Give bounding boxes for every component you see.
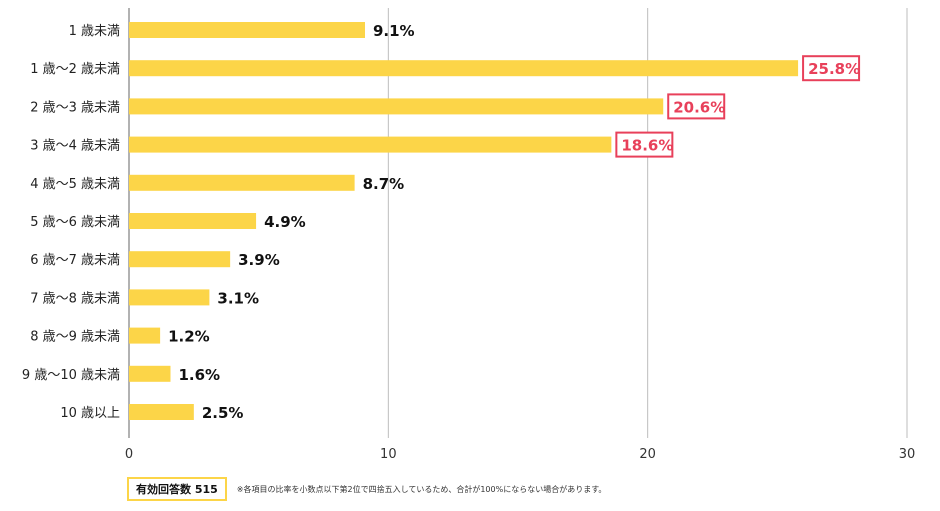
- value-highlight-box: [615, 131, 674, 158]
- bar: [129, 60, 799, 77]
- x-tick-label: 20: [639, 447, 656, 462]
- value-label: 1.2%: [168, 328, 210, 346]
- value-highlight-box: [802, 55, 861, 82]
- bar: [129, 174, 355, 191]
- x-tick-label: 30: [899, 447, 916, 462]
- value-label: 25.8%: [808, 60, 860, 78]
- bar: [129, 136, 612, 153]
- category-label: 5 歳～6 歳未満: [30, 215, 120, 230]
- bar: [129, 365, 171, 382]
- rounding-note: ※各項目の比率を小数点以下第2位で四捨五入しているため、合計が100%にならない…: [236, 484, 607, 494]
- bar: [129, 98, 664, 115]
- chart-footer: 有効回答数 515 ※各項目の比率を小数点以下第2位で四捨五入しているため、合計…: [127, 477, 606, 501]
- category-label: 10 歳以上: [60, 406, 120, 421]
- value-label: 20.6%: [673, 98, 725, 116]
- value-highlight-box: [667, 93, 726, 120]
- value-label: 1.6%: [178, 366, 220, 384]
- value-label: 9.1%: [373, 22, 415, 40]
- bar: [129, 251, 231, 268]
- value-label: 2.5%: [202, 404, 244, 422]
- category-label: 9 歳～10 歳未満: [22, 368, 120, 383]
- category-label: 3 歳～4 歳未満: [30, 139, 120, 154]
- bar: [129, 289, 210, 306]
- value-label: 3.9%: [238, 251, 280, 269]
- category-label: 1 歳未満: [69, 24, 120, 39]
- bar: [129, 22, 365, 38]
- category-label: 1 歳～2 歳未満: [30, 62, 120, 77]
- category-label: 2 歳～3 歳未満: [30, 100, 120, 115]
- value-label: 8.7%: [363, 175, 405, 193]
- x-tick-label: 10: [380, 447, 397, 462]
- category-label: 8 歳～9 歳未満: [30, 330, 120, 345]
- x-tick-label: 0: [125, 447, 133, 462]
- category-label: 4 歳～5 歳未満: [30, 177, 120, 192]
- value-label: 18.6%: [621, 137, 673, 155]
- bar: [129, 404, 194, 420]
- value-label: 4.9%: [264, 213, 306, 231]
- category-label: 7 歳～8 歳未満: [30, 291, 120, 306]
- bar: [129, 327, 161, 344]
- bar-chart: 0 10 20 30 1 歳未満 9.1% 1 歳～2 歳未満 25.8% 2 歳～3 歳未満 2…: [22, 8, 916, 462]
- value-label: 3.1%: [217, 289, 259, 307]
- sample-size-badge: 有効回答数 515: [127, 477, 227, 501]
- category-label: 6 歳～7 歳未満: [30, 253, 120, 268]
- bar: [129, 213, 257, 229]
